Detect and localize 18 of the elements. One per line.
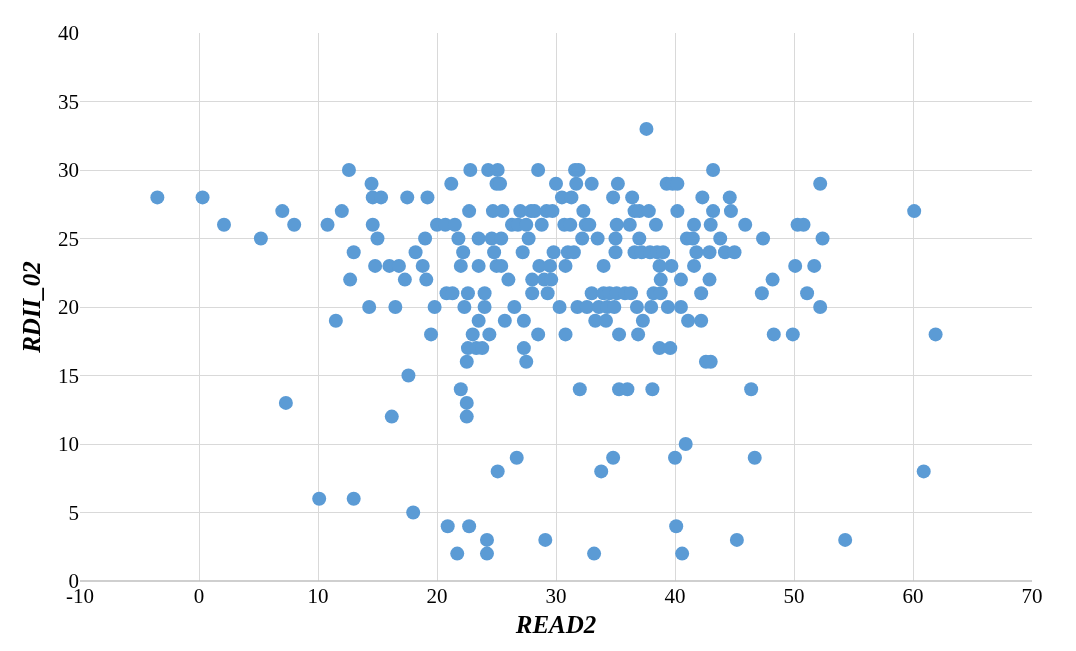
y-tick-label: 25 [58,226,79,251]
y-tick-label: 40 [58,21,79,46]
x-tick-label: 50 [783,584,805,608]
y-tick-label: 15 [58,363,79,388]
y-tick-label: 20 [58,295,79,320]
x-tick-label: 10 [307,584,329,608]
y-tick-label: 35 [58,89,79,114]
y-tick-label: 30 [58,158,79,183]
x-tick-label: 40 [664,584,686,608]
y-axis-title: RDII_02 [17,261,45,354]
x-tick-label: 70 [1021,584,1043,608]
x-tick-label: 30 [545,584,567,608]
x-tick-label: 0 [193,584,205,608]
x-axis-title: READ2 [514,611,597,638]
x-tick-label: 20 [426,584,448,608]
y-tick-label: 10 [58,432,79,457]
y-tick-label: 5 [68,500,79,525]
x-tick-label: 60 [902,584,924,608]
